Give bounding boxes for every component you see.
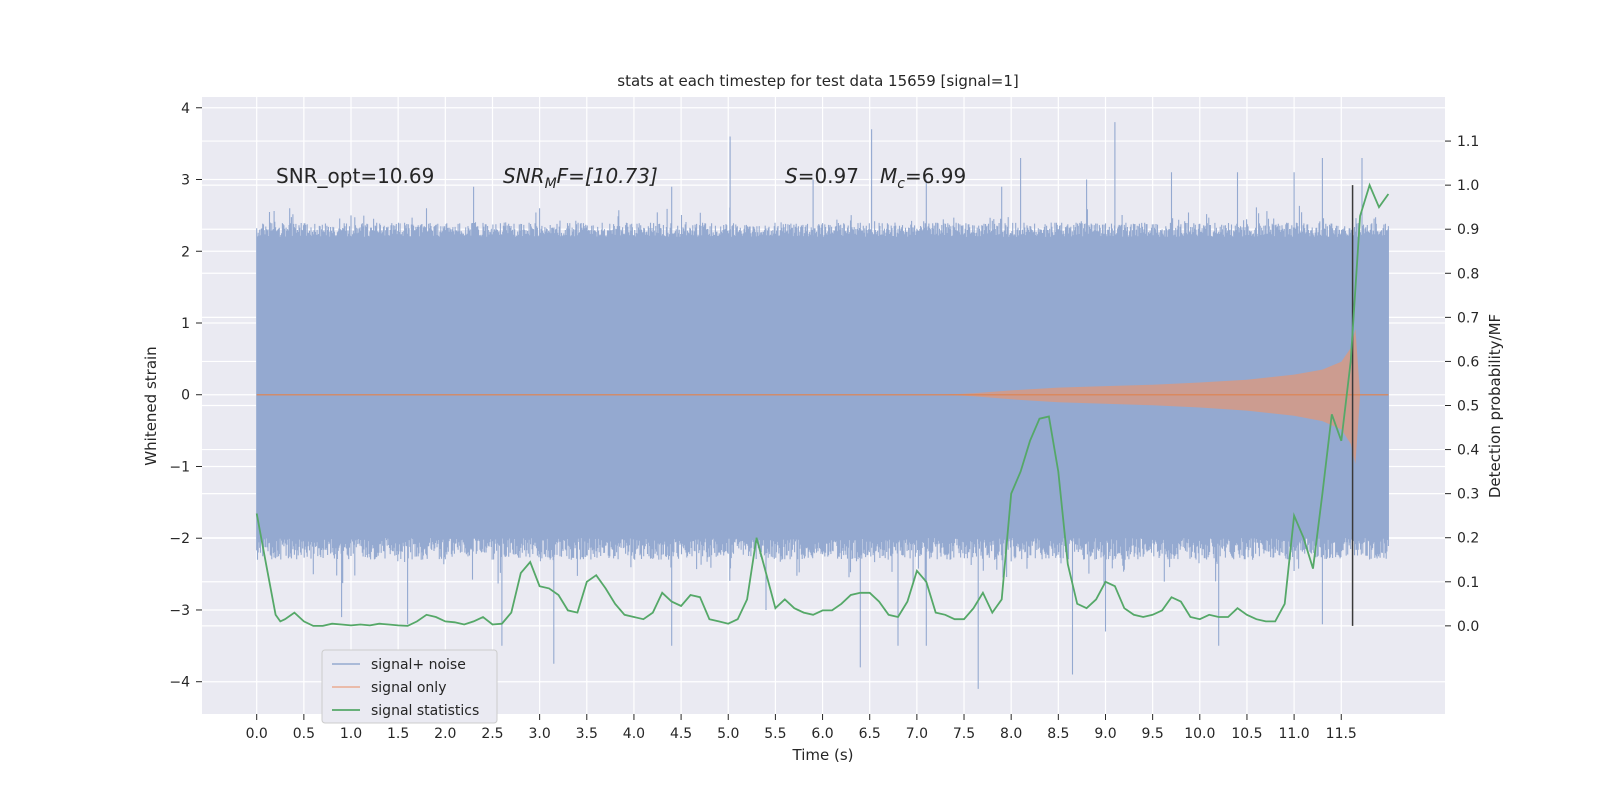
legend-label: signal statistics [371, 703, 479, 719]
x-axis-ticks: 0.0 0.5 1.0 1.5 2.0 2.5 3.0 3.5 4.0 4.5 5.0 5.5 6.0 6… [246, 714, 1357, 742]
x-tick-label: 11.0 [1279, 726, 1310, 742]
x-tick-label: 11.5 [1326, 726, 1357, 742]
y2-tick-label: 0.1 [1457, 575, 1479, 591]
y-tick-label: 2 [181, 244, 190, 260]
y-tick-label: 4 [181, 101, 190, 117]
legend-label: signal+ noise [371, 657, 466, 673]
chart-title: stats at each timestep for test data 156… [617, 72, 1018, 90]
y-tick-label: 1 [181, 316, 190, 332]
x-tick-label: 0.5 [293, 726, 315, 742]
y-tick-label: −4 [169, 675, 190, 691]
snr-mf-rest: F=[10.73] [557, 164, 658, 188]
signal-only-series [256, 328, 1389, 464]
x-tick-label: 4.5 [670, 726, 692, 742]
signal-statistics-line [255, 182, 1390, 627]
snr-mf-annotation: SNRMF=[10.73] [503, 164, 658, 192]
x-tick-label: 6.5 [859, 726, 881, 742]
x-tick-label: 8.5 [1047, 726, 1069, 742]
x-tick-label: 1.5 [387, 726, 409, 742]
x-tick-label: 2.0 [434, 726, 456, 742]
y-axis-ticks: 4 3 2 1 0 −1 −2 −3 −4 [169, 101, 202, 691]
snr-opt-annotation: SNR_opt=10.69 [276, 164, 434, 188]
legend-label: signal only [371, 680, 446, 696]
mc-main: M [880, 164, 897, 188]
s-annotation: S=0.97 [785, 164, 859, 188]
x-tick-label: 9.5 [1142, 726, 1164, 742]
x-tick-label: 2.5 [481, 726, 503, 742]
x-tick-label: 6.0 [811, 726, 833, 742]
x-tick-label: 10.0 [1184, 726, 1215, 742]
y2-tick-label: 1.1 [1457, 134, 1479, 150]
y2-tick-label: 0.3 [1457, 487, 1479, 503]
y2-tick-label: 0.4 [1457, 443, 1479, 459]
s-value: =0.97 [798, 164, 859, 188]
s-label: S [785, 164, 798, 188]
x-tick-label: 10.5 [1231, 726, 1262, 742]
y2-tick-label: 0.0 [1457, 619, 1479, 635]
y-tick-label: −2 [169, 531, 190, 547]
y2-tick-label: 0.7 [1457, 310, 1479, 326]
x-tick-label: 4.0 [623, 726, 645, 742]
x-tick-label: 5.0 [717, 726, 739, 742]
y2-tick-label: 1.0 [1457, 178, 1479, 194]
snr-mf-sub: M [545, 176, 557, 192]
signal-only-envelope [256, 328, 1389, 464]
y2-tick-label: 0.8 [1457, 266, 1479, 282]
x-tick-label: 8.0 [1000, 726, 1022, 742]
mc-sub: c [897, 176, 905, 192]
annotations: SNR_opt=10.69 SNRMF=[10.73] S=0.97 Mc=6.… [276, 164, 966, 192]
y-axis-label: Whitened strain [142, 346, 160, 465]
y2-axis-label: Detection probability/MF [1486, 314, 1504, 498]
mc-annotation: Mc=6.99 [880, 164, 966, 192]
snr-mf-main: SNR [503, 164, 545, 188]
y2-tick-label: 0.5 [1457, 399, 1479, 415]
x-axis-label: Time (s) [792, 746, 854, 764]
x-tick-label: 7.5 [953, 726, 975, 742]
x-tick-label: 1.0 [340, 726, 362, 742]
legend: signal+ noise signal only signal statistic… [321, 649, 498, 724]
x-tick-label: 7.0 [906, 726, 928, 742]
signal-statistics-series [255, 182, 1390, 627]
y-tick-label: −3 [169, 603, 190, 619]
legend-box [321, 649, 498, 724]
mc-value: =6.99 [905, 164, 966, 188]
x-tick-label: 0.0 [246, 726, 268, 742]
y2-tick-label: 0.9 [1457, 222, 1479, 238]
x-tick-label: 5.5 [764, 726, 786, 742]
y-tick-label: −1 [169, 459, 190, 475]
y2-tick-label: 0.2 [1457, 531, 1479, 547]
x-tick-label: 9.0 [1094, 726, 1116, 742]
x-tick-label: 3.0 [528, 726, 550, 742]
y-tick-label: 0 [181, 388, 190, 404]
y2-axis-ticks: 1.1 1.0 0.9 0.8 0.7 0.6 0.5 0.4 0.3 0.2 0.1 0.0 [1445, 134, 1479, 635]
y2-tick-label: 0.6 [1457, 354, 1479, 370]
y-tick-label: 3 [181, 173, 190, 189]
x-tick-label: 3.5 [576, 726, 598, 742]
